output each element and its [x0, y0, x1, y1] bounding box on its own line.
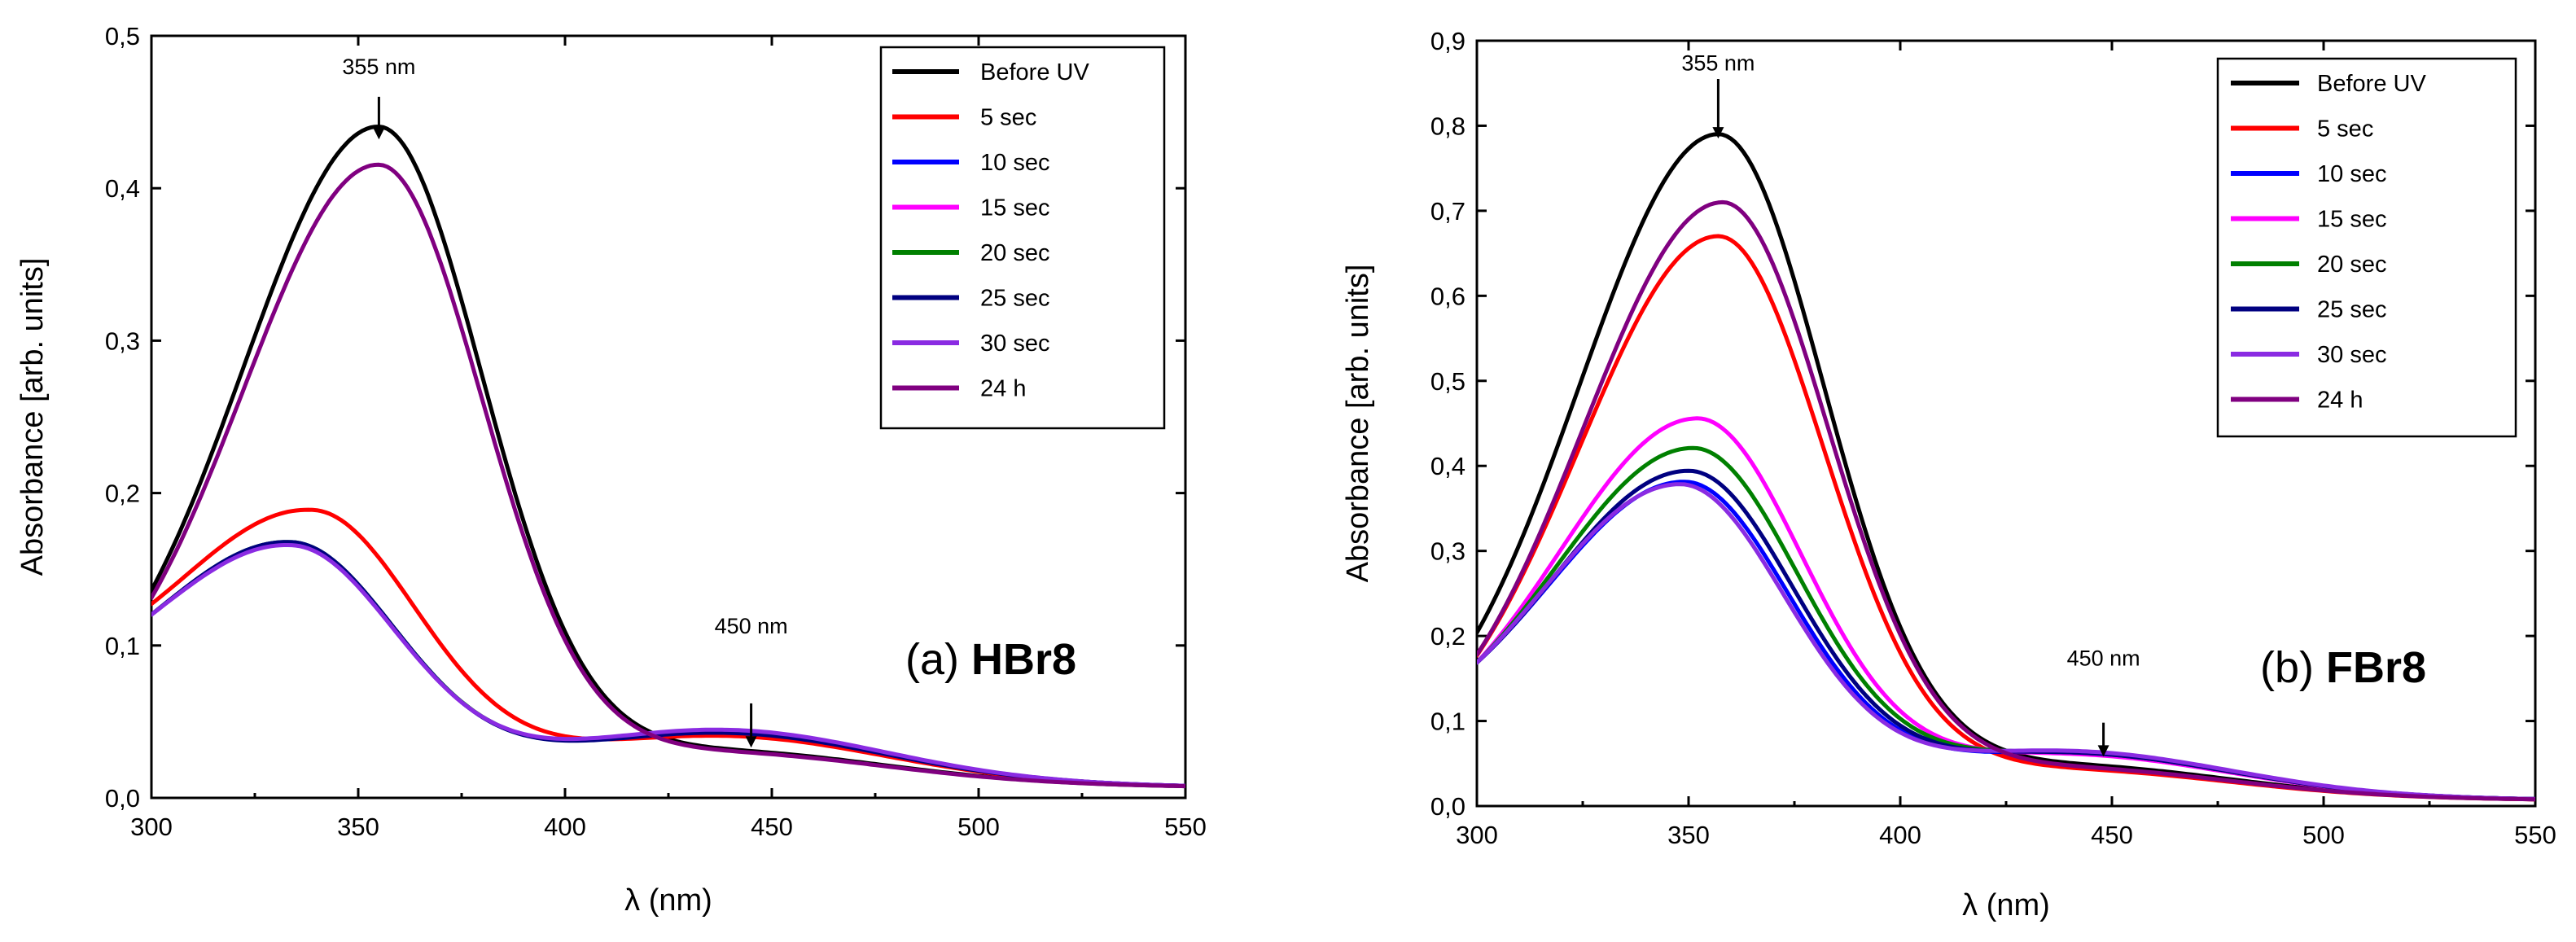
legend-label: 24 h — [980, 376, 1026, 402]
annotation-arrow-head — [745, 736, 757, 748]
peak-annotation-label: 355 nm — [1681, 51, 1755, 76]
legend-label: 20 sec — [2317, 252, 2386, 278]
x-tick-label: 300 — [130, 813, 173, 841]
y-tick-label: 0,2 — [1430, 622, 1465, 651]
x-tick-label: 550 — [1164, 813, 1207, 841]
legend-label: 15 sec — [2317, 207, 2386, 233]
peak-annotation-label: 450 nm — [715, 614, 788, 638]
series-line-30-sec — [1477, 482, 2535, 801]
x-tick-label: 300 — [1456, 821, 1498, 849]
peak-annotation-label: 355 nm — [342, 55, 415, 79]
legend-label: 5 sec — [2317, 116, 2373, 142]
y-axis-title: Absorbance [arb. units] — [1341, 265, 1375, 583]
legend-label: 30 sec — [2317, 342, 2386, 368]
x-tick-label: 350 — [1667, 821, 1710, 849]
annotation-arrow-head — [1712, 127, 1724, 139]
chart-panel-b: 300 350 400 450 500 550 0,0 0,1 0,2 0,3 0,4 0,5 0,6 0… — [1341, 27, 2556, 922]
x-tick-label: 350 — [337, 813, 379, 841]
y-tick-label: 0,1 — [105, 632, 140, 660]
legend-box — [2216, 57, 2517, 438]
legend-label: 10 sec — [2317, 161, 2386, 187]
y-tick-label: 0,4 — [1430, 452, 1465, 480]
legend-label: 30 sec — [980, 331, 1049, 357]
series-line-30-sec — [151, 543, 1185, 788]
legend: Before UV 5 sec 10 sec 15 sec 20 sec 25 sec 30… — [879, 46, 1166, 430]
y-axis-title: Absorbance [arb. units] — [15, 258, 50, 576]
y-tick-label: 0,0 — [1430, 792, 1465, 821]
y-tick-label: 0,3 — [105, 326, 140, 355]
legend-label: 10 sec — [980, 150, 1049, 176]
series-line-24-h — [1477, 199, 2535, 802]
y-tick-label: 0,3 — [1430, 537, 1465, 566]
x-tick-label: 450 — [2091, 821, 2133, 849]
annotation-arrow-head — [373, 128, 385, 140]
panel-label-prefix: (b) — [2260, 643, 2326, 692]
y-tick-label: 0,9 — [1430, 27, 1465, 55]
legend-label: 25 sec — [2317, 297, 2386, 323]
y-tick-label: 0,6 — [1430, 282, 1465, 310]
chart-panel-a: 300 350 400 450 500 550 0,0 0,1 0,2 0,3 0,4 0,5 355… — [15, 22, 1207, 918]
panel-label: (b) FBr8 — [2260, 643, 2426, 692]
y-tick-label: 0,5 — [105, 22, 140, 50]
x-tick-label: 500 — [2302, 821, 2345, 849]
x-axis-title: λ (nm) — [1962, 888, 2050, 922]
y-tick-label: 0,8 — [1430, 112, 1465, 140]
legend-box — [879, 46, 1166, 430]
series-line-20-sec — [1477, 445, 2535, 801]
legend-label: 25 sec — [980, 286, 1049, 312]
series-line-24-h — [151, 162, 1185, 789]
panel-label-prefix: (a) — [905, 635, 971, 684]
annotation-arrow-head — [2097, 745, 2109, 757]
legend-label: 20 sec — [980, 240, 1049, 266]
x-tick-label: 450 — [751, 813, 793, 841]
legend-label: Before UV — [980, 59, 1089, 85]
y-tick-label: 0,2 — [105, 480, 140, 508]
legend-label: Before UV — [2317, 71, 2426, 97]
y-tick-label: 0,7 — [1430, 197, 1465, 226]
panel-label-sample: FBr8 — [2326, 643, 2426, 692]
x-tick-label: 400 — [544, 813, 586, 841]
panel-label: (a) HBr8 — [905, 635, 1076, 684]
y-tick-label: 0,5 — [1430, 367, 1465, 396]
y-tick-label: 0,1 — [1430, 708, 1465, 736]
peak-annotation-label: 450 nm — [2067, 646, 2140, 671]
panel-label-sample: HBr8 — [971, 635, 1076, 684]
x-tick-label: 500 — [957, 813, 1000, 841]
x-tick-label: 400 — [1879, 821, 1921, 849]
legend-label: 5 sec — [980, 105, 1036, 131]
legend-label: 15 sec — [980, 195, 1049, 221]
x-tick-label: 550 — [2514, 821, 2556, 849]
legend: Before UV 5 sec 10 sec 15 sec 20 sec 25 sec 30… — [2216, 57, 2517, 438]
legend-label: 24 h — [2317, 388, 2363, 414]
y-tick-label: 0,4 — [105, 174, 140, 203]
y-tick-label: 0,0 — [105, 784, 140, 813]
x-axis-title: λ (nm) — [624, 883, 712, 918]
